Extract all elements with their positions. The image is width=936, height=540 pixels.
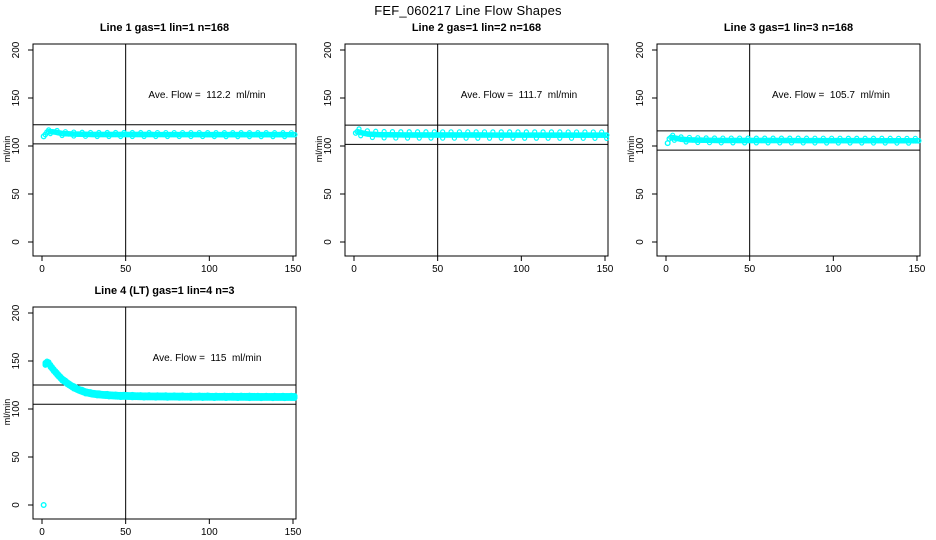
svg-text:150: 150 <box>635 89 646 106</box>
svg-text:100: 100 <box>11 137 22 154</box>
panel-title: Line 3 gas=1 lin=3 n=168 <box>723 22 854 34</box>
plot-area: 0 50 100 150 0 50 100 150 200 <box>635 41 926 275</box>
avg-flow-annotation: Ave. Flow = 112.2 ml/min <box>148 90 266 101</box>
svg-text:150: 150 <box>323 89 334 106</box>
svg-text:200: 200 <box>11 41 22 58</box>
svg-text:0: 0 <box>11 239 22 245</box>
svg-text:150: 150 <box>285 527 302 538</box>
panel-title: Line 2 gas=1 lin=2 n=168 <box>411 22 542 34</box>
svg-text:150: 150 <box>285 264 302 275</box>
svg-text:100: 100 <box>11 400 22 417</box>
plot-area: 0 50 100 150 0 50 100 150 200 <box>11 304 302 538</box>
plot-area: 0 50 100 150 0 50 100 150 200 <box>323 41 614 275</box>
svg-text:0: 0 <box>11 502 22 508</box>
svg-text:200: 200 <box>11 304 22 321</box>
svg-text:0: 0 <box>39 527 45 538</box>
panel-title: Line 4 (LT) gas=1 lin=4 n=3 <box>94 285 235 297</box>
svg-text:50: 50 <box>323 188 334 200</box>
svg-text:50: 50 <box>11 188 22 200</box>
svg-text:150: 150 <box>597 264 614 275</box>
svg-text:0: 0 <box>39 264 45 275</box>
svg-text:0: 0 <box>323 239 334 245</box>
svg-text:50: 50 <box>120 264 132 275</box>
svg-text:50: 50 <box>11 451 22 463</box>
svg-text:50: 50 <box>432 264 444 275</box>
svg-text:100: 100 <box>513 264 530 275</box>
panel-title: Line 1 gas=1 lin=1 n=168 <box>99 22 230 34</box>
svg-text:100: 100 <box>635 137 646 154</box>
svg-text:0: 0 <box>635 239 646 245</box>
avg-flow-annotation: Ave. Flow = 111.7 ml/min <box>460 90 578 101</box>
svg-text:0: 0 <box>663 264 669 275</box>
svg-text:150: 150 <box>11 352 22 369</box>
plot-area: 0 50 100 150 0 50 100 150 200 <box>11 41 302 275</box>
svg-text:50: 50 <box>120 527 132 538</box>
svg-text:100: 100 <box>323 137 334 154</box>
flow-panel-line3: Line 3 gas=1 lin=3 n=168 Ave. Flow = 105… <box>624 20 936 278</box>
avg-flow-annotation: Ave. Flow = 105.7 ml/min <box>772 90 890 101</box>
svg-text:0: 0 <box>351 264 357 275</box>
svg-text:100: 100 <box>201 264 218 275</box>
svg-text:100: 100 <box>201 527 218 538</box>
flow-panel-line1: Line 1 gas=1 lin=1 n=168 Ave. Flow = 112… <box>0 20 312 278</box>
flow-panel-line2: Line 2 gas=1 lin=2 n=168 Ave. Flow = 111… <box>312 20 624 278</box>
svg-text:150: 150 <box>11 89 22 106</box>
svg-text:200: 200 <box>323 41 334 58</box>
svg-text:200: 200 <box>635 41 646 58</box>
svg-text:50: 50 <box>744 264 756 275</box>
main-title: FEF_060217 Line Flow Shapes <box>374 3 562 18</box>
avg-flow-annotation: Ave. Flow = 115 ml/min <box>152 353 262 364</box>
flow-panel-line4: Line 4 (LT) gas=1 lin=4 n=3 Ave. Flow = … <box>0 283 312 540</box>
svg-text:100: 100 <box>825 264 842 275</box>
svg-text:50: 50 <box>635 188 646 200</box>
svg-text:150: 150 <box>909 264 926 275</box>
